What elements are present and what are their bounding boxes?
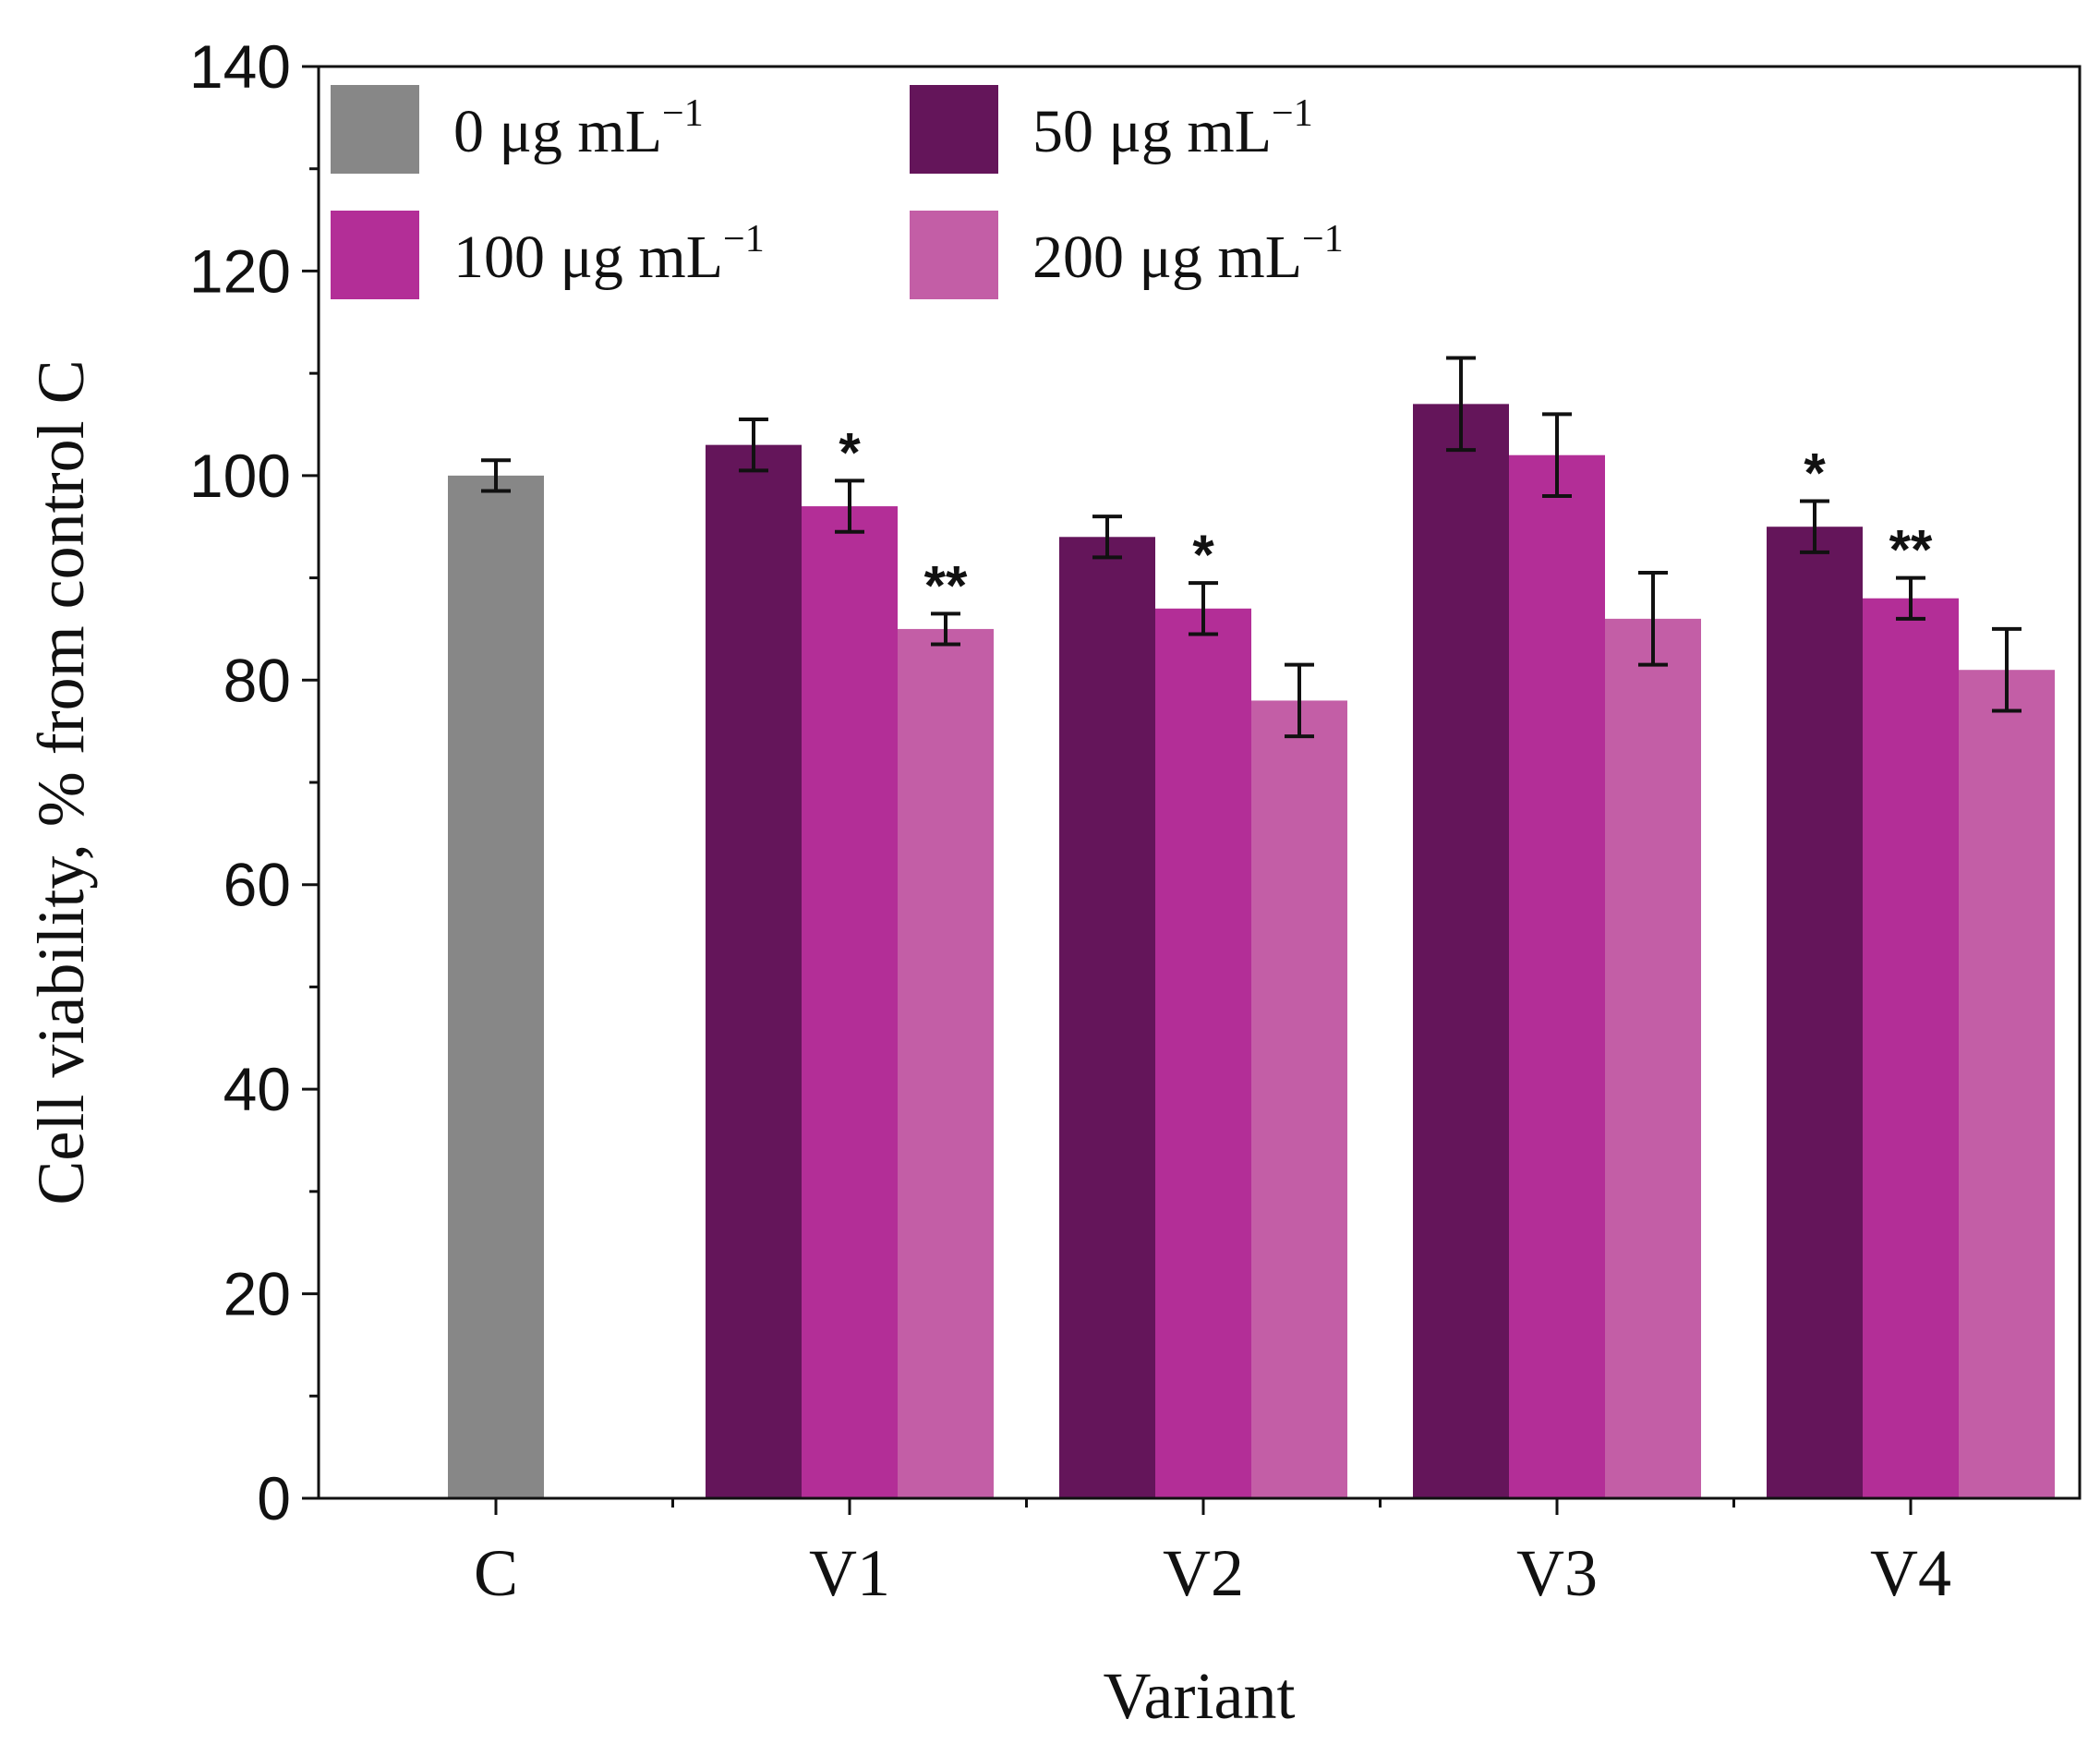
error-bar (739, 417, 768, 473)
legend-entry: 200 μg mL−1 (910, 211, 1344, 299)
bar (1251, 700, 1347, 1498)
legend-entry: 50 μg mL−1 (910, 85, 1313, 174)
x-tick-label: V2 (1163, 1536, 1244, 1610)
significance-marker: ** (1889, 519, 1933, 581)
x-tick-label: V1 (809, 1536, 890, 1610)
legend-label: 0 μg mL−1 (453, 92, 704, 165)
bar (1767, 527, 1863, 1498)
bar (802, 506, 898, 1498)
error-bar (835, 478, 864, 534)
legend-swatch (910, 211, 998, 299)
error-bar (1285, 662, 1314, 739)
legend-entry: 100 μg mL−1 (331, 211, 765, 299)
error-bars-layer (481, 356, 2022, 739)
legend-label: 200 μg mL−1 (1032, 218, 1344, 291)
error-bar (481, 458, 511, 493)
legend-swatch (331, 211, 419, 299)
significance-layer: *** **** (839, 421, 1933, 616)
legend-exponent: −1 (662, 92, 704, 135)
bar (706, 444, 802, 1499)
bar (1863, 598, 1959, 1498)
error-bar (1992, 626, 2022, 713)
legend-exponent: −1 (1272, 92, 1313, 135)
bar (1959, 670, 2055, 1498)
x-tick-label: V4 (1870, 1536, 1951, 1610)
error-bar (1189, 581, 1218, 636)
significance-marker: * (1192, 524, 1214, 586)
y-tick-label: 20 (223, 1260, 291, 1328)
y-tick-label: 120 (189, 236, 291, 305)
bar (448, 475, 544, 1498)
legend-label: 50 μg mL−1 (1032, 92, 1313, 165)
legend-label: 100 μg mL−1 (453, 218, 765, 291)
bar (1509, 454, 1605, 1498)
legend-swatch (910, 85, 998, 174)
error-bar (1800, 499, 1829, 554)
bar (1605, 618, 1701, 1498)
y-axis: 0 20 40 60 80 100 120 140 (189, 32, 319, 1532)
y-tick-label: 140 (189, 32, 291, 101)
y-axis-title: Cell viability, % from control C (24, 359, 98, 1205)
error-bar (1542, 412, 1572, 498)
error-bar (1896, 575, 1925, 621)
y-tick-label: 60 (223, 851, 291, 919)
x-tick-label: V3 (1516, 1536, 1598, 1610)
legend: 0 μg mL−1 50 μg mL−1 100 μg mL−1 200 μg mL−… (331, 85, 1344, 299)
bar (1059, 537, 1155, 1499)
significance-marker: * (839, 421, 861, 483)
legend-entry: 0 μg mL−1 (331, 85, 704, 174)
bar (1413, 404, 1509, 1498)
x-axis: C V1 V2 V3 V4 (474, 1498, 1951, 1610)
y-tick-label: 100 (189, 442, 291, 510)
y-tick-label: 0 (257, 1464, 291, 1532)
error-bar (931, 612, 960, 647)
error-bar (1446, 356, 1476, 453)
significance-marker: ** (924, 554, 968, 616)
error-bar (1092, 515, 1122, 560)
legend-swatch (331, 85, 419, 174)
bar (898, 628, 994, 1498)
significance-marker: * (1804, 442, 1826, 504)
error-bar (1638, 571, 1668, 667)
y-tick-label: 80 (223, 646, 291, 714)
bar (1155, 608, 1251, 1498)
legend-exponent: −1 (723, 218, 765, 260)
bars-layer (448, 404, 2055, 1499)
x-axis-title: Variant (1104, 1659, 1296, 1733)
y-tick-label: 40 (223, 1055, 291, 1123)
x-tick-label: C (474, 1536, 518, 1610)
legend-exponent: −1 (1302, 218, 1344, 260)
